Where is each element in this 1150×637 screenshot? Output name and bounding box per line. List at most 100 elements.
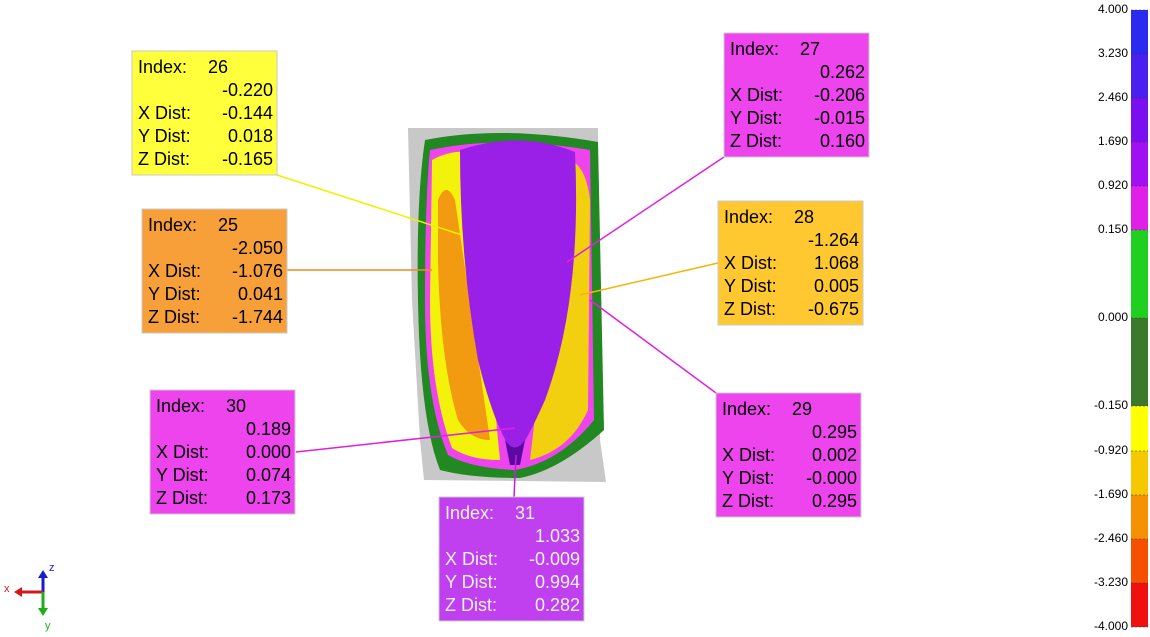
index-label: Index: bbox=[156, 396, 205, 416]
row-value: -0.009 bbox=[529, 549, 580, 569]
part-model bbox=[408, 128, 606, 482]
annotation-box bbox=[141, 208, 288, 334]
index-label: Index: bbox=[730, 39, 779, 59]
deviation: 0.295 bbox=[812, 422, 857, 442]
colorbar-segment bbox=[1131, 10, 1148, 54]
row-value: 0.074 bbox=[246, 465, 291, 485]
axis-x: x bbox=[4, 583, 10, 595]
row-value: -0.165 bbox=[222, 149, 273, 169]
colorbar-label: -2.460 bbox=[1094, 531, 1128, 545]
colorbar-label: -0.150 bbox=[1094, 398, 1128, 412]
row-value: 0.295 bbox=[812, 491, 857, 511]
row-value: -1.076 bbox=[232, 261, 283, 281]
colorbar-label: -0.920 bbox=[1094, 443, 1128, 457]
deviation: -1.264 bbox=[808, 230, 859, 250]
leader-line bbox=[589, 299, 717, 394]
row-label: Z Dist: bbox=[724, 299, 776, 319]
colorbar-segment bbox=[1131, 230, 1148, 318]
row-label: Y Dist: bbox=[722, 468, 775, 488]
row-label: X Dist: bbox=[156, 442, 209, 462]
annotation-box bbox=[438, 496, 585, 622]
leader-line bbox=[295, 427, 516, 453]
leader-line bbox=[276, 174, 463, 236]
row-value: 0.002 bbox=[812, 445, 857, 465]
colorbar-label: 3.230 bbox=[1098, 46, 1128, 60]
index-number: 25 bbox=[218, 215, 238, 235]
annotation-box bbox=[131, 50, 278, 176]
row-label: X Dist: bbox=[138, 103, 191, 123]
colorbar-segment bbox=[1131, 495, 1148, 539]
row-value: 0.018 bbox=[228, 126, 273, 146]
index-number: 30 bbox=[226, 396, 246, 416]
colorbar-label: -4.000 bbox=[1094, 619, 1128, 633]
axis-z: z bbox=[49, 562, 55, 574]
index-number: 31 bbox=[515, 503, 535, 523]
colorbar-label: 0.000 bbox=[1098, 310, 1128, 324]
row-label: Y Dist: bbox=[156, 465, 209, 485]
index-label: Index: bbox=[138, 57, 187, 77]
annotation-box bbox=[723, 32, 870, 158]
colorbar-segment bbox=[1131, 583, 1148, 627]
annotation-box bbox=[717, 200, 864, 326]
deviation: 0.262 bbox=[820, 62, 865, 82]
index-label: Index: bbox=[724, 207, 773, 227]
row-label: Z Dist: bbox=[148, 307, 200, 327]
row-label: Z Dist: bbox=[730, 131, 782, 151]
colorbar-segment bbox=[1131, 98, 1148, 142]
row-label: X Dist: bbox=[730, 85, 783, 105]
leader-line bbox=[566, 156, 725, 263]
row-value: 0.173 bbox=[246, 488, 291, 508]
deviation: -0.220 bbox=[222, 80, 273, 100]
index-number: 27 bbox=[800, 39, 820, 59]
row-value: 0.041 bbox=[238, 284, 283, 304]
deviation: -2.050 bbox=[232, 238, 283, 258]
colorbar-segment bbox=[1131, 318, 1148, 406]
annotations: Index: 26 -0.220 X Dist: -0.144 Y Dist: 0.018 Z… bbox=[131, 32, 870, 622]
annotation-box bbox=[149, 389, 296, 515]
colorbar-label: -3.230 bbox=[1094, 575, 1128, 589]
leader-lines bbox=[276, 156, 725, 498]
row-value: -0.675 bbox=[808, 299, 859, 319]
colorbar-label: 4.000 bbox=[1098, 2, 1128, 16]
row-label: Y Dist: bbox=[148, 284, 201, 304]
colorbar-label: -1.690 bbox=[1094, 487, 1128, 501]
colorbar-segment bbox=[1131, 406, 1148, 451]
row-value: -0.000 bbox=[806, 468, 857, 488]
colorbar-label: 0.150 bbox=[1098, 222, 1128, 236]
row-label: Y Dist: bbox=[445, 572, 498, 592]
index-number: 29 bbox=[792, 399, 812, 419]
row-label: Y Dist: bbox=[138, 126, 191, 146]
row-value: 0.282 bbox=[535, 595, 580, 615]
row-label: Y Dist: bbox=[730, 108, 783, 128]
index-number: 26 bbox=[208, 57, 228, 77]
axis-y: y bbox=[45, 620, 51, 632]
row-label: X Dist: bbox=[724, 253, 777, 273]
colorbar-segment bbox=[1131, 539, 1148, 583]
index-label: Index: bbox=[722, 399, 771, 419]
row-value: -0.206 bbox=[814, 85, 865, 105]
row-label: Y Dist: bbox=[724, 276, 777, 296]
leader-line bbox=[579, 262, 719, 296]
row-value: 0.160 bbox=[820, 131, 865, 151]
row-value: -0.015 bbox=[814, 108, 865, 128]
colorbar-segment bbox=[1131, 54, 1148, 98]
row-value: 0.994 bbox=[535, 572, 580, 592]
colorbar-label: 0.920 bbox=[1098, 178, 1128, 192]
deviation: 1.033 bbox=[535, 526, 580, 546]
row-value: 0.005 bbox=[814, 276, 859, 296]
row-label: Z Dist: bbox=[138, 149, 190, 169]
row-value: -1.744 bbox=[232, 307, 283, 327]
index-label: Index: bbox=[445, 503, 494, 523]
index-number: 28 bbox=[794, 207, 814, 227]
index-label: Index: bbox=[148, 215, 197, 235]
row-label: X Dist: bbox=[445, 549, 498, 569]
row-value: -0.144 bbox=[222, 103, 273, 123]
row-label: X Dist: bbox=[148, 261, 201, 281]
colorbar: 4.000 3.230 2.460 1.690 0.920 0.150 0.000 -0.15… bbox=[1094, 2, 1148, 633]
annotation-box bbox=[715, 392, 862, 518]
deviation: 0.189 bbox=[246, 419, 291, 439]
row-value: 1.068 bbox=[814, 253, 859, 273]
row-label: Z Dist: bbox=[445, 595, 497, 615]
row-label: X Dist: bbox=[722, 445, 775, 465]
